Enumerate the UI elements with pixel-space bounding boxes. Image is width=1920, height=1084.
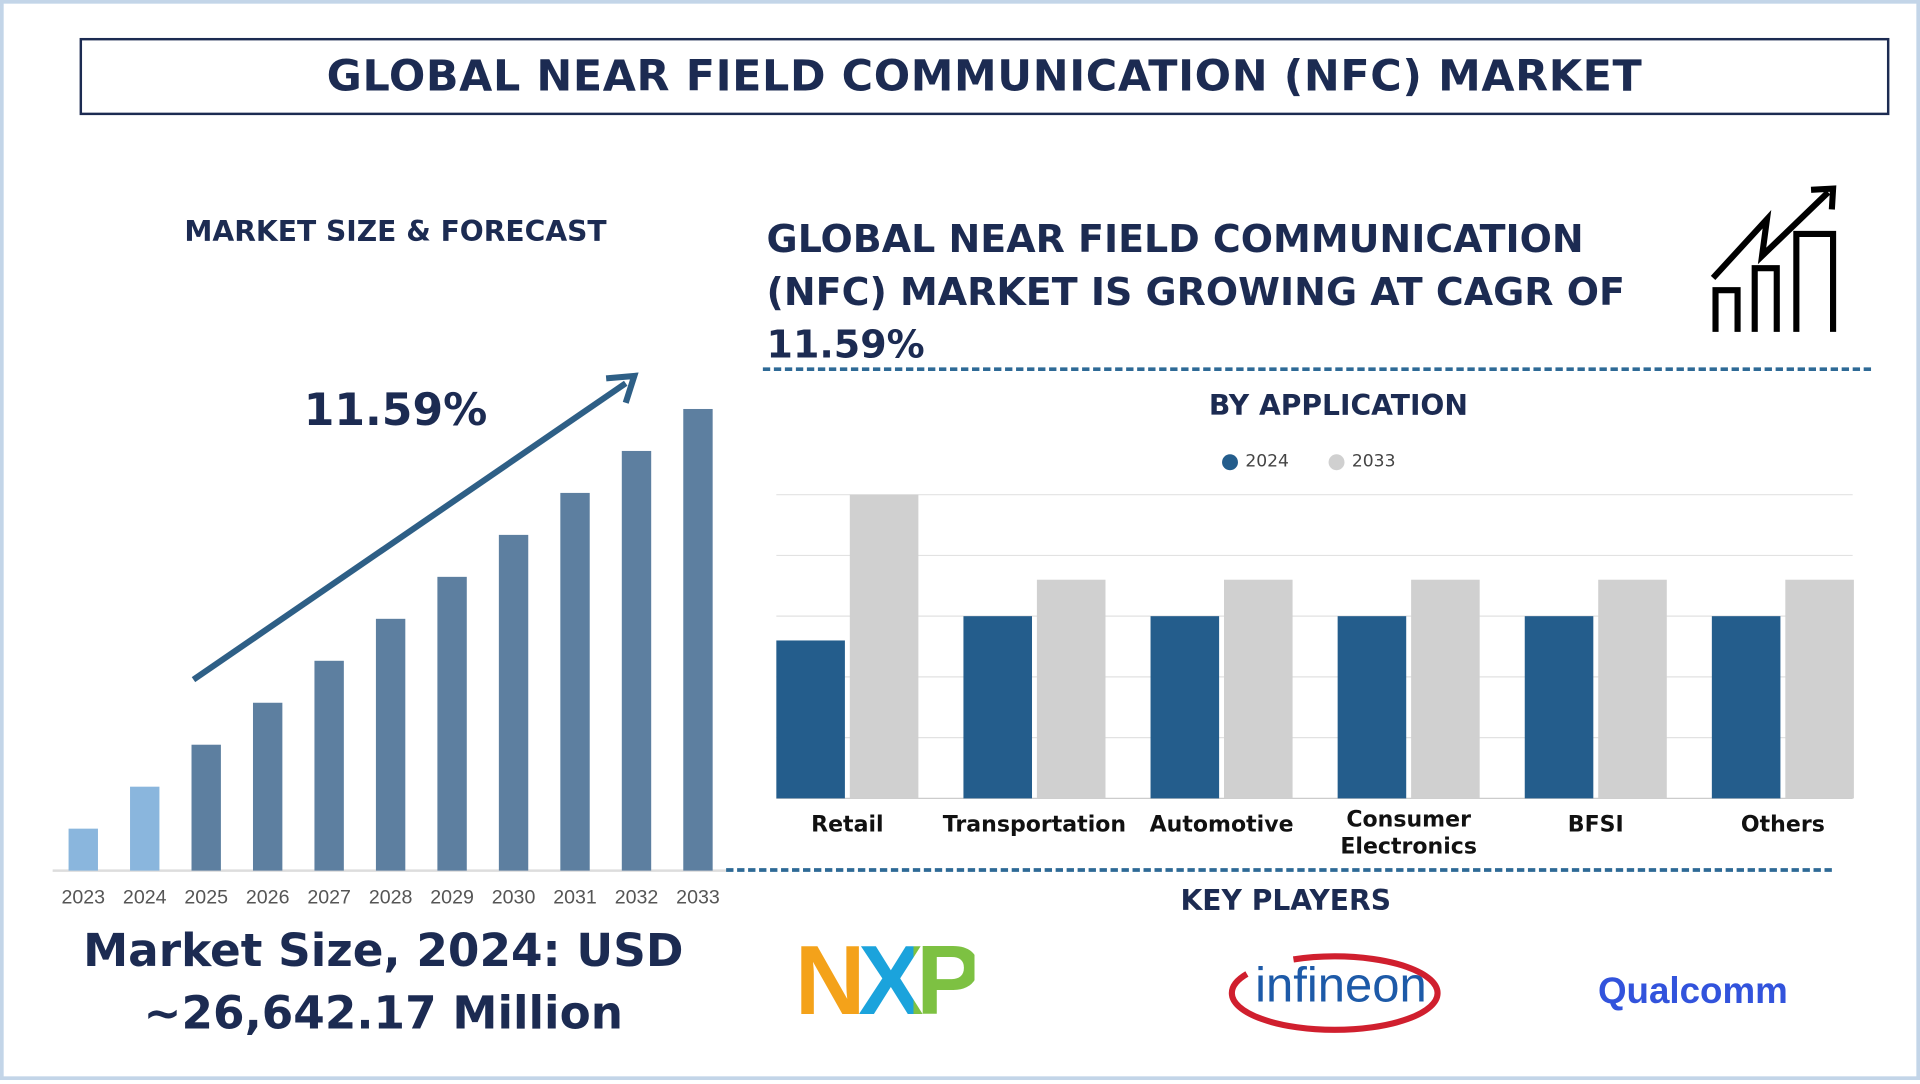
key-players-heading: KEY PLAYERS — [1180, 885, 1392, 918]
forecast-bar-2033 — [683, 408, 713, 871]
qualcomm-logo: Qualcomm — [1597, 971, 1788, 1012]
year-label: 2031 — [553, 887, 597, 909]
app-bar-2024-4 — [1524, 616, 1594, 799]
growth-statement: GLOBAL NEAR FIELD COMMUNICATION (NFC) MA… — [766, 217, 1625, 368]
year-label: 2025 — [184, 887, 228, 909]
application-chart — [776, 494, 1854, 799]
category-label: Transportation — [942, 811, 1127, 838]
year-label: 2027 — [307, 887, 351, 909]
year-label: 2026 — [245, 887, 290, 909]
market-size-line2: ~26,642.17 Million — [143, 986, 623, 1040]
app-bar-2024-2 — [1150, 616, 1220, 799]
forecast-bar-2031 — [560, 492, 590, 871]
app-bar-2033-3 — [1411, 579, 1480, 799]
category-label: Consumer Electronics — [1340, 806, 1477, 860]
divider-top — [762, 367, 1872, 372]
market-size-line1: Market Size, 2024: USD — [83, 924, 684, 978]
cagr-label: 11.59% — [303, 385, 488, 436]
year-label: 2032 — [614, 887, 659, 909]
page-title: GLOBAL NEAR FIELD COMMUNICATION (NFC) MA… — [79, 37, 1890, 116]
app-bar-2033-0 — [849, 494, 919, 799]
forecast-bar-2023 — [68, 828, 98, 871]
forecast-bar-2029 — [437, 576, 467, 871]
legend-swatch-2033 — [1328, 453, 1345, 470]
year-label: 2029 — [430, 887, 474, 909]
year-label: 2023 — [61, 887, 106, 909]
forecast-bar-2027 — [314, 660, 344, 871]
year-label: 2033 — [676, 887, 720, 909]
year-label: 2024 — [122, 887, 167, 909]
nxp-logo-text: NXP — [795, 924, 982, 1037]
growth-arrow-head — [605, 372, 639, 404]
app-bar-2024-0 — [776, 640, 845, 799]
app-bar-2033-1 — [1036, 579, 1106, 799]
forecast-bar-2030 — [498, 534, 529, 871]
legend-label: 2024 — [1245, 451, 1289, 472]
divider-bottom — [726, 868, 1832, 872]
app-bar-2033-4 — [1598, 579, 1667, 799]
growth-arrow-line — [191, 380, 628, 683]
app-bar-2033-2 — [1224, 579, 1293, 799]
category-label: Automotive — [1149, 811, 1294, 838]
forecast-bar-2024 — [130, 786, 160, 871]
nxp-logo: NXP — [795, 924, 982, 1037]
infineon-logo-text: infineon — [1255, 958, 1427, 1013]
app-bar-2024-5 — [1711, 616, 1781, 799]
forecast-bar-2032 — [621, 450, 652, 871]
category-label: Retail — [811, 811, 884, 838]
application-heading: BY APPLICATION — [1208, 390, 1468, 423]
forecast-bar-2028 — [375, 618, 406, 871]
legend-2024: 2024 — [1222, 451, 1289, 472]
forecast-heading: MARKET SIZE & FORECAST — [184, 216, 607, 249]
forecast-bar-2025 — [191, 744, 221, 871]
infineon-logo: infineon — [1228, 947, 1442, 1035]
app-bar-2024-3 — [1337, 616, 1407, 799]
app-bar-2033-5 — [1785, 579, 1854, 799]
app-bar-2024-1 — [963, 616, 1033, 799]
category-label: Others — [1740, 811, 1825, 838]
legend-label: 2033 — [1351, 451, 1396, 472]
growth-chart-icon — [1710, 185, 1837, 332]
category-label: BFSI — [1567, 811, 1624, 838]
legend-swatch-2024 — [1222, 453, 1238, 470]
year-label: 2030 — [491, 887, 536, 909]
legend-2033: 2033 — [1328, 451, 1396, 472]
forecast-bar-2026 — [252, 702, 283, 871]
forecast-chart — [52, 372, 733, 872]
year-label: 2028 — [368, 887, 413, 909]
